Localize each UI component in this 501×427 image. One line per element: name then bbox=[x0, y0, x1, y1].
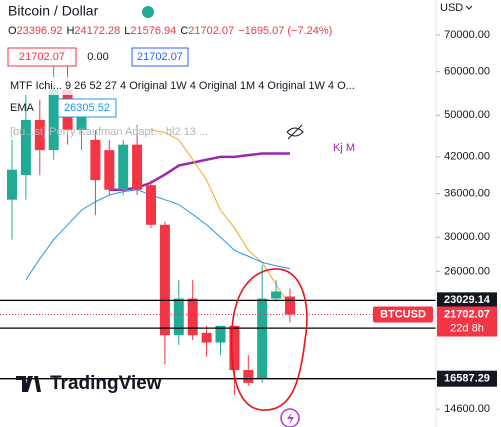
ohlc-key: L bbox=[124, 25, 130, 37]
logo: TradingView bbox=[50, 373, 162, 394]
ohlc-value: 23396.92 bbox=[17, 25, 63, 37]
candle-body bbox=[187, 298, 198, 336]
level-label: 23029.14 bbox=[444, 294, 491, 306]
change: −1695.07 (−7.24%) bbox=[238, 25, 332, 37]
y-tick-label: 70000.00 bbox=[444, 29, 490, 41]
lightning bbox=[287, 412, 294, 425]
box-value: 21702.07 bbox=[19, 51, 65, 63]
market-status bbox=[142, 6, 154, 18]
symbol-badge bbox=[373, 306, 433, 323]
candle-body bbox=[257, 298, 268, 379]
level-badge bbox=[437, 370, 497, 387]
y-tick-label: 50000.00 bbox=[444, 109, 490, 121]
candle-body bbox=[159, 224, 170, 336]
ema-value: 26305.52 bbox=[64, 102, 110, 114]
ohlc-value: 21576.94 bbox=[130, 25, 176, 37]
box-value: 0.00 bbox=[87, 51, 108, 63]
candle-body bbox=[20, 120, 31, 176]
legend: Bitcoin / Dollar O23396.92 H24172.28 L2157… bbox=[4, 3, 434, 394]
ohlc-key: H bbox=[66, 25, 74, 37]
candle-body bbox=[146, 185, 156, 225]
row-bg bbox=[4, 77, 434, 95]
last-price-badge bbox=[437, 306, 497, 337]
y-tick-label: 14600.00 bbox=[444, 403, 490, 415]
candle-body bbox=[104, 150, 115, 190]
ohlc-value: 24172.28 bbox=[74, 25, 120, 37]
candle-body bbox=[215, 325, 226, 343]
y-tick-label: 60000.00 bbox=[444, 66, 490, 78]
y-tick-label: 36000.00 bbox=[444, 188, 490, 200]
box-value: 21702.07 bbox=[137, 51, 183, 63]
candle-body bbox=[173, 298, 184, 336]
indicator-label: EMA bbox=[10, 102, 35, 114]
candle-body bbox=[229, 325, 240, 371]
price-axis: USD 70000.00 60000.00 50000.00 42000.00 3600… bbox=[436, 2, 497, 415]
currency: USD bbox=[440, 2, 463, 14]
y-tick-label: 42000.00 bbox=[444, 151, 490, 163]
countdown: 22d 8h bbox=[450, 322, 484, 334]
candle-body bbox=[76, 110, 87, 130]
indicator-label: [bu...st] Perry Kaufman Adapt... hl2 13 … bbox=[10, 126, 208, 138]
indicator-label: MTF Ichi... 9 26 52 27 4 Original 1W 4 O… bbox=[10, 80, 355, 92]
candle-body bbox=[271, 291, 282, 299]
box bbox=[7, 47, 77, 67]
candle-body bbox=[132, 144, 143, 190]
level-badge bbox=[437, 292, 497, 309]
ohlc: O23396.92 H24172.28 L21576.94 C21702.07 −169… bbox=[8, 25, 332, 37]
hand-drawn-circle bbox=[230, 268, 308, 411]
candle-body bbox=[7, 169, 17, 200]
last-price-label: 21702.07 bbox=[444, 308, 490, 320]
indicator-line bbox=[25, 189, 291, 281]
candle-body bbox=[90, 139, 101, 181]
line-label: Kj M bbox=[333, 142, 355, 154]
hide-icon[interactable] bbox=[286, 124, 304, 140]
ohlc-key: O bbox=[8, 25, 17, 37]
ohlc-value: 21702.07 bbox=[188, 25, 234, 37]
y-tick-label: 30000.00 bbox=[444, 231, 490, 243]
candle-body bbox=[34, 120, 45, 151]
candle-body bbox=[243, 370, 254, 383]
candle-body bbox=[48, 89, 59, 151]
logo-mark bbox=[16, 376, 41, 392]
candle-body bbox=[118, 144, 129, 190]
candle-body bbox=[285, 296, 295, 315]
ohlc-key: C bbox=[180, 25, 188, 37]
candle-body bbox=[201, 332, 212, 343]
box bbox=[57, 98, 117, 118]
level-label: 16587.29 bbox=[444, 373, 490, 385]
symbol-label: BTCUSD bbox=[380, 308, 426, 320]
y-tick-label: 26000.00 bbox=[444, 265, 490, 277]
symbol-title: Bitcoin / Dollar bbox=[8, 3, 99, 19]
box bbox=[131, 47, 189, 67]
dropdown-icon[interactable] bbox=[465, 5, 473, 10]
